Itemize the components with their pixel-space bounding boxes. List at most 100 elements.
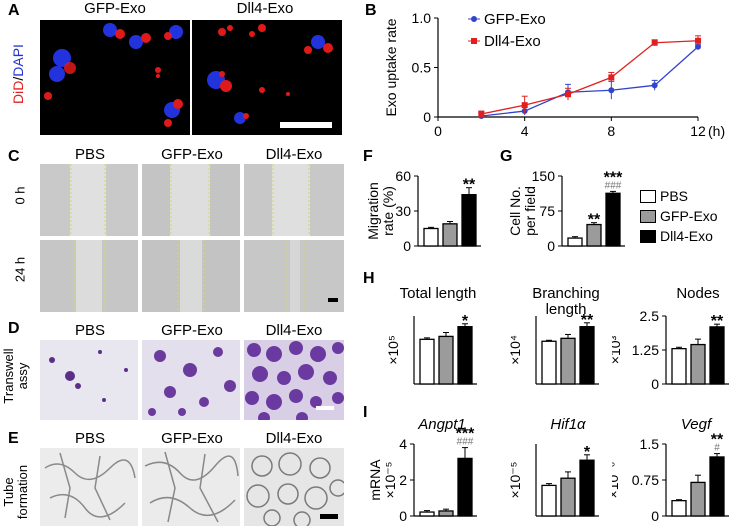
- b-legend-label: Dll4-Exo: [484, 33, 541, 50]
- c-img-dll4-24h: [244, 240, 344, 312]
- chart-f: 0 30 60 ** Migration rate (%): [365, 168, 481, 254]
- f-bar: [461, 194, 477, 247]
- legend-swatch-dll4: [640, 229, 656, 243]
- i1-bar: [457, 457, 473, 517]
- b-x-tick-label: 12: [690, 123, 706, 139]
- h2-y-label: ×10⁴: [507, 335, 523, 365]
- d-row-label-line1: Transwell: [1, 348, 16, 404]
- i2-title: Hif1α: [550, 416, 586, 433]
- i1-y-tick-label: 0: [399, 508, 407, 524]
- a-ylabel: DiD/DAPI: [3, 20, 33, 135]
- chart-i2: * ×10⁻⁵ Hif1α: [507, 416, 599, 517]
- b-y-tick-label: 0: [423, 109, 431, 125]
- d-header-dll4: Dll4-Exo: [265, 322, 323, 339]
- c-header-dll4: Dll4-Exo: [265, 146, 323, 163]
- b-y-label: Exo uptake rate: [383, 18, 399, 116]
- h3-bar: [709, 326, 725, 385]
- h3-bar: [671, 347, 687, 385]
- panel-label-g: G: [500, 148, 513, 165]
- h2-bar: [560, 337, 576, 385]
- i1-y-label: mRNA: [367, 459, 383, 501]
- i2-bar: [541, 484, 557, 517]
- e-row-label-line1: Tube: [1, 477, 16, 507]
- i1-y-tick-label: 2: [399, 472, 407, 488]
- c-header-pbs: PBS: [74, 146, 105, 163]
- a-image-dll4: [192, 20, 342, 135]
- g-y-label: per field: [522, 186, 538, 236]
- h1-sig-star: *: [462, 313, 469, 330]
- e-images: [40, 448, 344, 526]
- i3-bar: [671, 499, 687, 517]
- panel-label-e: E: [8, 430, 19, 447]
- i3-y-tick-label: 1.5: [640, 436, 660, 452]
- g-y-tick-label: 0: [547, 238, 555, 254]
- b-point: [695, 37, 701, 44]
- i3-title: Vegf: [681, 416, 713, 433]
- b-x-tick-label: 4: [521, 123, 529, 139]
- b-point: [651, 82, 658, 89]
- c-img-pbs-0h: [40, 164, 138, 236]
- h3-y-tick-label: 2.5: [640, 308, 660, 324]
- d-images: [40, 340, 344, 420]
- f-y-label: Migration: [365, 182, 381, 240]
- a-header-dll4: Dll4-Exo: [236, 0, 294, 17]
- b-point: [478, 111, 485, 118]
- d-header-pbs: PBS: [74, 322, 105, 339]
- b-point: [565, 91, 571, 98]
- g-y-tick-label: 150: [532, 168, 556, 184]
- d-header-gfp: GFP-Exo: [161, 322, 223, 339]
- i2-sig-star: *: [584, 444, 591, 461]
- h1-title: Total length: [400, 285, 477, 302]
- a-header-gfp: GFP-Exo: [84, 0, 146, 17]
- g-bar: [567, 237, 583, 247]
- i3-y-label: ×10⁻⁶: [612, 462, 621, 499]
- b-point: [695, 43, 701, 50]
- legend: PBS GFP-Exo Dll4-Exo: [640, 186, 718, 246]
- h3-sig-star: **: [711, 313, 724, 330]
- i2-bar: [560, 477, 576, 517]
- f-sig-star: **: [463, 177, 476, 194]
- i3-y-tick-label: 0: [651, 508, 659, 524]
- chart-g: 0 75 150 ** ###*** Cell No. per field: [507, 168, 625, 254]
- i1-bar: [438, 510, 454, 517]
- i1-sig-hash: ###: [457, 437, 474, 448]
- h1-bar: [419, 338, 435, 385]
- legend-item-pbs: PBS: [640, 186, 718, 206]
- a-ylabel-did: DiD: [10, 80, 26, 104]
- legend-label-dll4: Dll4-Exo: [660, 228, 713, 244]
- h3-y-label: ×10³: [612, 335, 623, 364]
- i3-y-tick-label: 0.75: [632, 472, 659, 488]
- f-y-tick-label: 60: [395, 168, 411, 184]
- panel-label-c: C: [8, 148, 20, 165]
- f-y-label: rate (%): [380, 186, 396, 236]
- g-sig-star: **: [588, 212, 601, 229]
- panel-label-b: B: [365, 2, 377, 19]
- g-y-label: Cell No.: [507, 186, 523, 236]
- b-legend-label: GFP-Exo: [484, 11, 546, 28]
- e-header-gfp: GFP-Exo: [161, 430, 223, 447]
- c-images: [40, 164, 344, 312]
- g-sig-hash: ###: [605, 180, 622, 191]
- i1-y-tick-label: 4: [399, 436, 407, 452]
- c-img-gfp-24h: [142, 240, 240, 312]
- f-bar: [423, 227, 439, 247]
- panel-label-d: D: [8, 320, 20, 337]
- a-image-gfp: [40, 20, 190, 135]
- chart-i3: 0 0.75 1.5 #** ×10⁻⁶ Vegf: [612, 416, 729, 524]
- e-row-label-line2: formation: [15, 464, 30, 520]
- h2-title: length: [546, 301, 587, 318]
- b-series-line: [481, 40, 699, 115]
- b-point: [608, 74, 615, 81]
- i3-sig-star: **: [711, 432, 724, 449]
- c-header-gfp: GFP-Exo: [161, 146, 223, 163]
- i3-bar: [709, 456, 725, 517]
- h2-sig-star: **: [581, 312, 594, 329]
- i3-bar: [690, 481, 706, 517]
- c-img-dll4-0h: [244, 164, 344, 236]
- legend-swatch-gfp: [640, 209, 656, 223]
- a-ylabel-sep: /: [10, 76, 26, 81]
- e-row-label: Tube formation: [1, 452, 30, 532]
- h1-y-label: ×10⁵: [385, 335, 401, 365]
- h2-title: Branching: [532, 285, 600, 302]
- c-row-24h: 24 h: [12, 256, 28, 283]
